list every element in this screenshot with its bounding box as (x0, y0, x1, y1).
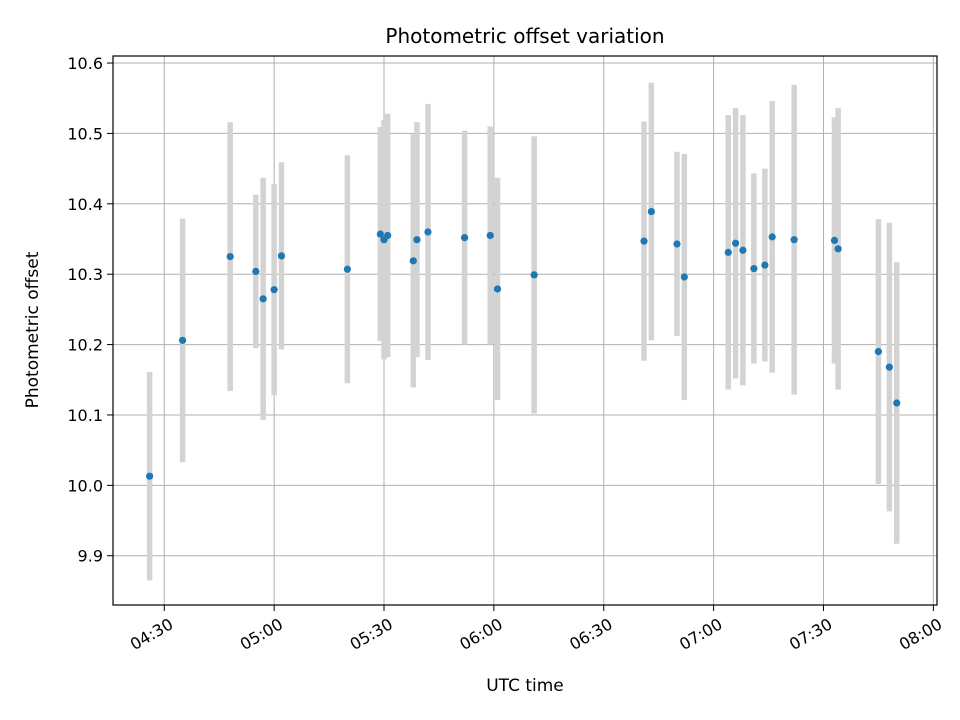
data-point (259, 295, 267, 303)
data-point (409, 257, 417, 265)
data-point (178, 336, 187, 344)
y-tick-label: 10.5 (67, 124, 103, 143)
data-point (874, 348, 883, 356)
data-point (680, 273, 688, 281)
data-point (673, 240, 681, 248)
data-point (226, 252, 234, 261)
data-point (724, 248, 732, 256)
y-tick-label: 10.3 (67, 265, 103, 284)
data-point (146, 472, 154, 480)
data-point (830, 236, 839, 245)
y-tick-label: 10.0 (67, 476, 103, 495)
data-point (647, 207, 655, 216)
x-axis-title: UTC time (486, 676, 564, 696)
y-tick-label: 10.4 (67, 195, 103, 214)
plot-frame (112, 55, 938, 606)
y-tick-label: 10.2 (67, 336, 103, 355)
data-point (739, 246, 747, 254)
data-point (384, 231, 392, 240)
data-point (252, 267, 260, 275)
data-points (146, 207, 901, 480)
data-point (493, 285, 502, 293)
data-point (893, 399, 901, 407)
data-point (530, 271, 538, 279)
data-point (640, 237, 648, 245)
data-point (790, 236, 798, 244)
y-tick-label: 10.1 (67, 406, 103, 425)
data-point (270, 286, 278, 294)
data-point (731, 239, 740, 247)
plot-area-background (113, 56, 937, 605)
data-point (885, 363, 893, 371)
chart-title: Photometric offset variation (385, 24, 664, 48)
data-point (768, 233, 776, 241)
data-point (277, 252, 286, 260)
data-point (750, 264, 758, 273)
y-tick-label: 9.9 (78, 547, 103, 566)
data-point (460, 233, 469, 242)
y-axis: 9.9 10.0 10.1 10.2 10.3 10.4 10.5 10.6 (67, 54, 113, 566)
data-point (424, 228, 432, 236)
data-point (343, 265, 351, 273)
data-point (486, 231, 494, 240)
data-point (413, 236, 421, 244)
data-point (834, 245, 842, 253)
data-point (376, 230, 384, 238)
y-tick-label: 10.6 (67, 54, 103, 73)
y-axis-title: Photometric offset (23, 251, 43, 408)
data-point (761, 261, 769, 269)
